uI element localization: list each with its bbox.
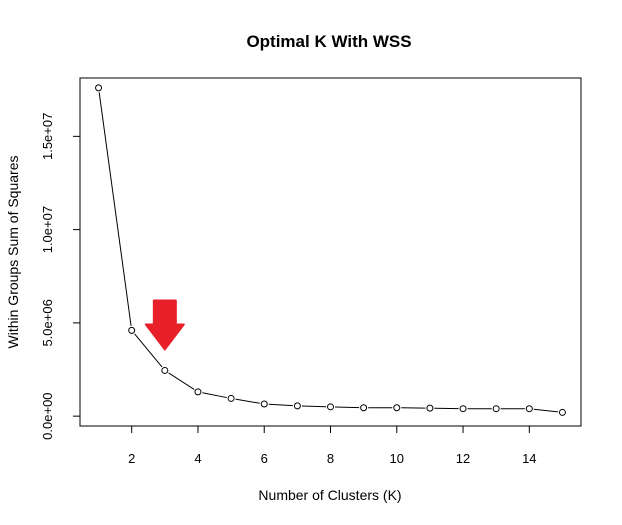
y-axis-label: Within Groups Sum of Squares [5, 156, 21, 349]
data-point [327, 403, 334, 411]
series-line-segment [202, 392, 227, 399]
series-line-segment [301, 405, 327, 408]
data-point [426, 404, 434, 412]
elbow-arrow-icon [144, 299, 185, 351]
x-axis-label: Number of Clusters (K) [258, 487, 401, 503]
x-tick-label: 14 [522, 451, 536, 466]
data-point [525, 405, 533, 413]
data-point [161, 366, 169, 374]
annotation-layer [144, 299, 185, 351]
chart-title: Optimal K With WSS [246, 32, 411, 51]
x-axis: 2 4 6 8 10 12 14 [128, 425, 537, 466]
data-point [227, 394, 235, 402]
x-tick-label: 8 [327, 451, 334, 466]
x-tick-label: 2 [128, 451, 135, 466]
data-point [459, 405, 467, 413]
data-point [558, 408, 566, 416]
data-point [95, 84, 103, 92]
y-tick-label: 1.5e+07 [40, 113, 55, 160]
plot-area-frame [79, 77, 582, 427]
data-point [293, 402, 301, 410]
series-line-segment [235, 398, 260, 404]
y-tick-label: 5.0e+06 [40, 299, 55, 346]
data-point [492, 405, 500, 413]
wss-series [95, 84, 566, 416]
y-axis: 0.0e+00 5.0e+06 1.0e+07 1.5e+07 [40, 113, 81, 440]
series-line-segment [268, 403, 293, 407]
x-tick-label: 12 [456, 451, 470, 466]
y-tick-label: 0.0e+00 [40, 392, 55, 439]
series-line-segment [134, 333, 163, 368]
x-tick-label: 6 [261, 451, 268, 466]
data-point [128, 326, 136, 334]
data-point [360, 404, 368, 412]
series-line-segment [168, 372, 195, 390]
x-tick-label: 10 [390, 451, 404, 466]
data-point [393, 404, 401, 412]
data-point [194, 388, 202, 396]
series-line-segment [533, 408, 559, 413]
series-line-segment [334, 406, 360, 409]
data-point [260, 400, 268, 408]
x-tick-label: 4 [194, 451, 201, 466]
y-tick-label: 1.0e+07 [40, 206, 55, 253]
series-line-segment [98, 92, 132, 326]
